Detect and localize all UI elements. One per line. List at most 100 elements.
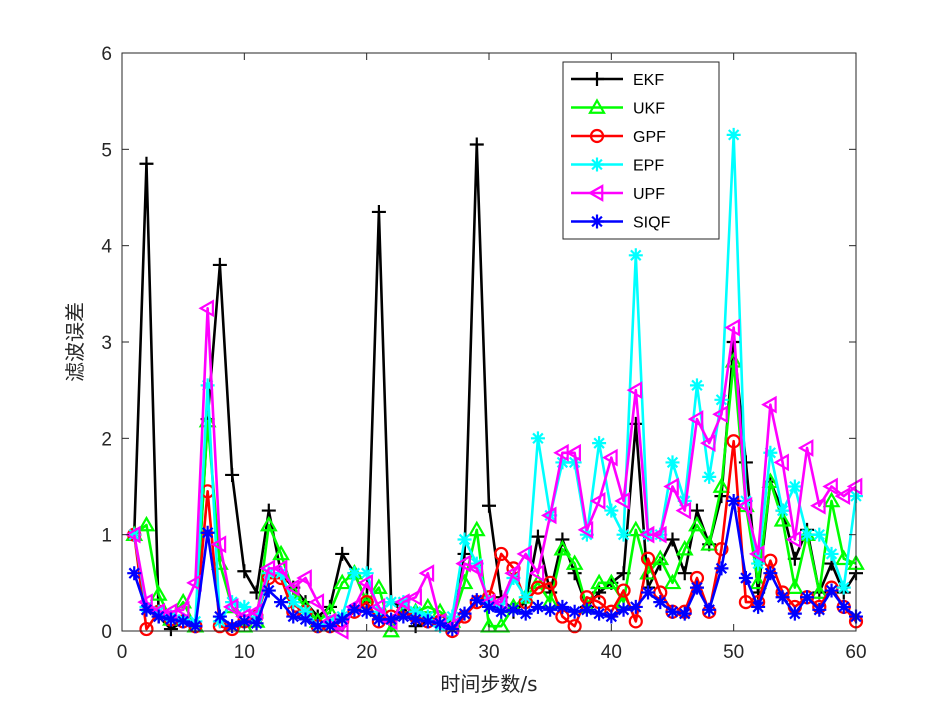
y-tick-label: 0 bbox=[101, 622, 112, 643]
data-point-siqf bbox=[176, 614, 191, 629]
data-point-epf bbox=[812, 527, 827, 542]
data-point-siqf bbox=[225, 619, 240, 634]
data-point-upf bbox=[406, 588, 422, 607]
data-point-siqf bbox=[763, 566, 778, 581]
data-point-epf bbox=[567, 455, 582, 470]
data-point-upf bbox=[699, 434, 716, 453]
y-tick-label: 4 bbox=[101, 237, 112, 258]
data-point-upf bbox=[222, 598, 239, 616]
data-point-siqf bbox=[420, 614, 435, 629]
data-point-siqf bbox=[702, 602, 717, 617]
data-point-upf bbox=[308, 593, 325, 611]
data-point-upf bbox=[773, 453, 789, 472]
x-tick-label: 40 bbox=[601, 642, 622, 663]
data-point-siqf bbox=[310, 619, 325, 634]
data-point-upf bbox=[516, 545, 533, 563]
data-point-siqf bbox=[738, 571, 753, 586]
x-tick-label: 20 bbox=[356, 642, 377, 663]
data-point-upf bbox=[846, 477, 863, 496]
y-tick-label: 5 bbox=[101, 140, 112, 161]
data-point-upf bbox=[125, 525, 141, 544]
data-point-siqf bbox=[384, 612, 399, 627]
data-point-upf bbox=[271, 559, 288, 578]
x-tick-label: 60 bbox=[845, 642, 866, 663]
data-point-epf bbox=[800, 527, 815, 542]
data-point-upf bbox=[210, 535, 227, 554]
axes: 0 10 20 30 40 50 60 0 1 2 3 4 5 6 bbox=[101, 44, 866, 663]
data-point-siqf bbox=[163, 612, 178, 627]
data-point-gpf bbox=[628, 614, 643, 629]
data-point-ukf bbox=[688, 515, 706, 532]
data-point-siqf bbox=[482, 599, 496, 614]
data-point-epf bbox=[592, 436, 607, 451]
data-point-epf bbox=[702, 469, 717, 484]
data-point-upf bbox=[687, 410, 704, 428]
data-point-siqf bbox=[628, 599, 643, 614]
data-point-siqf bbox=[445, 622, 460, 637]
data-point-siqf bbox=[555, 599, 570, 614]
data-point-ekf bbox=[689, 503, 704, 518]
data-point-siqf bbox=[653, 595, 668, 610]
data-point-upf bbox=[565, 443, 581, 462]
data-point-ekf bbox=[139, 156, 154, 171]
data-point-gpf bbox=[567, 619, 582, 634]
data-point-ekf bbox=[261, 503, 276, 518]
legend-label-epf: EPF bbox=[633, 158, 664, 175]
data-point-ekf bbox=[237, 564, 252, 579]
y-tick-label: 6 bbox=[101, 44, 112, 65]
data-point-gpf bbox=[726, 434, 741, 449]
data-point-siqf bbox=[506, 602, 521, 617]
data-point-ukf bbox=[626, 520, 645, 537]
x-axis-title: 时间步数/s bbox=[440, 672, 537, 696]
data-point-ukf bbox=[382, 621, 401, 638]
data-point-epf bbox=[665, 455, 680, 470]
data-point-gpf bbox=[543, 575, 558, 590]
data-point-upf bbox=[663, 477, 679, 496]
data-point-siqf bbox=[775, 590, 790, 605]
data-point-siqf bbox=[249, 616, 264, 631]
data-point-ukf bbox=[773, 510, 792, 527]
legend-entry-gpf: GPF bbox=[571, 128, 666, 146]
data-point-ukf bbox=[370, 578, 388, 594]
data-point-epf bbox=[237, 599, 252, 614]
data-point-siqf bbox=[433, 616, 448, 631]
data-point-epf bbox=[726, 127, 741, 142]
data-point-upf bbox=[589, 492, 606, 510]
data-point-siqf bbox=[494, 604, 509, 619]
data-point-upf bbox=[748, 545, 765, 563]
data-point-ukf bbox=[590, 573, 608, 590]
data-point-siqf bbox=[396, 609, 411, 624]
data-point-upf bbox=[602, 448, 618, 467]
data-point-ukf bbox=[272, 544, 290, 561]
data-point-ukf bbox=[749, 573, 768, 590]
data-point-siqf bbox=[518, 606, 533, 621]
data-point-upf bbox=[467, 559, 484, 578]
data-point-siqf bbox=[408, 612, 423, 627]
data-point-epf bbox=[286, 595, 301, 610]
x-tick-label: 30 bbox=[478, 642, 499, 663]
data-point-siqf bbox=[787, 606, 802, 621]
y-tick-label: 1 bbox=[101, 526, 112, 547]
x-tick-label: 0 bbox=[117, 642, 128, 663]
legend-label-gpf: GPF bbox=[633, 129, 666, 146]
data-point-siqf bbox=[261, 583, 276, 598]
data-point-siqf bbox=[604, 609, 619, 624]
data-point-ekf bbox=[482, 498, 496, 513]
data-point-siqf bbox=[188, 619, 203, 634]
legend-marker-epf bbox=[590, 157, 604, 172]
y-tick-label: 2 bbox=[101, 429, 112, 450]
data-point-siqf bbox=[274, 595, 289, 610]
data-point-upf bbox=[834, 487, 851, 506]
data-point-epf bbox=[347, 566, 362, 581]
data-point-epf bbox=[616, 527, 631, 542]
series-layer bbox=[125, 127, 865, 640]
data-point-ukf bbox=[675, 539, 694, 556]
data-point-epf bbox=[628, 248, 643, 263]
data-point-siqf bbox=[812, 602, 827, 617]
data-point-siqf bbox=[579, 602, 594, 617]
data-point-siqf bbox=[237, 614, 252, 629]
data-point-siqf bbox=[677, 606, 692, 621]
data-point-siqf bbox=[457, 606, 472, 621]
data-point-ukf bbox=[663, 573, 682, 590]
